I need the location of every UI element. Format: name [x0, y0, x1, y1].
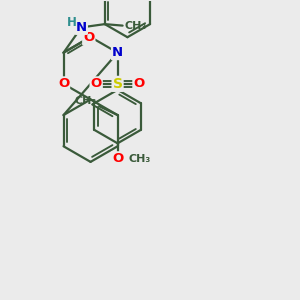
Text: O: O [134, 77, 145, 90]
Text: S: S [112, 77, 123, 91]
Text: N: N [76, 21, 87, 34]
Text: CH₃: CH₃ [125, 21, 147, 31]
Text: CH₃: CH₃ [129, 154, 151, 164]
Text: CH₃: CH₃ [74, 96, 97, 106]
Text: H: H [67, 16, 77, 28]
Text: O: O [91, 77, 102, 90]
Text: O: O [112, 152, 123, 165]
Text: O: O [58, 77, 69, 90]
Text: O: O [83, 31, 94, 44]
Text: N: N [112, 46, 123, 59]
